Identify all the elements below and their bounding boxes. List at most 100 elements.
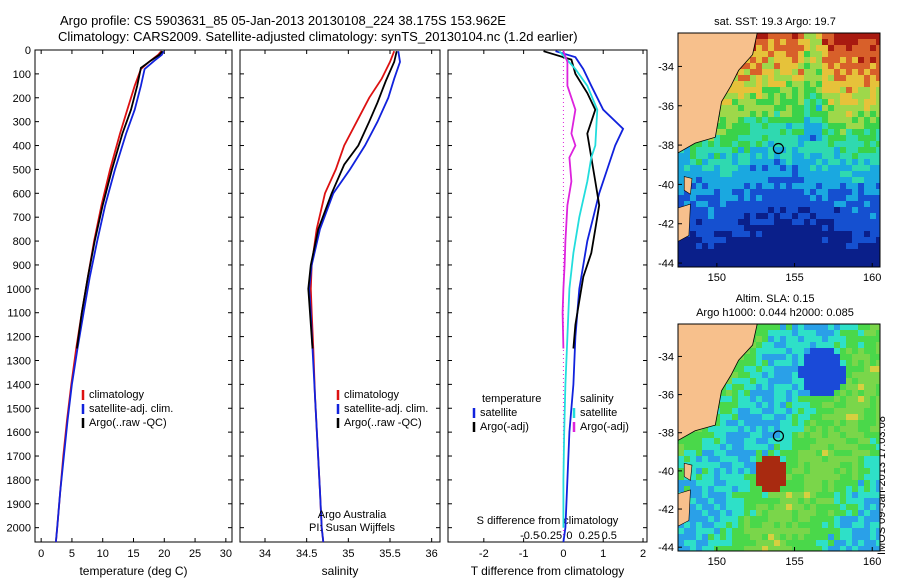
depth-tick-label: 1500 <box>7 403 31 415</box>
difference-axes-box <box>447 49 648 543</box>
map-xtick-label: 155 <box>785 272 803 284</box>
difference-series-magenta <box>561 50 577 349</box>
map-ytick-label: -42 <box>658 219 674 231</box>
sla-map-panel: -34 -36 -38 -40 -42 -44 150 155 160 <box>658 323 881 568</box>
argo-float-marker <box>772 430 785 442</box>
legend-label: Argo(-adj) <box>480 421 529 433</box>
depth-tick-label: 1100 <box>7 308 31 320</box>
depth-tick-label: 600 <box>13 188 31 200</box>
figure-title-line-2: Climatology: CARS2009. Satellite-adjuste… <box>58 29 578 44</box>
depth-tick-label: 1600 <box>7 427 31 439</box>
depth-tick-label: 200 <box>13 93 31 105</box>
annotation-line: Argo Australia <box>318 509 387 521</box>
depth-tick-label: 1200 <box>7 332 31 344</box>
salinity-xtick-label: 36 <box>426 548 438 560</box>
temperature-axes-box <box>34 49 233 543</box>
depth-tick-label: 400 <box>13 141 31 153</box>
difference-xtick-label: 0 <box>560 548 566 560</box>
salinity-series-blue <box>308 51 401 543</box>
temperature-xtick-label: 25 <box>189 548 201 560</box>
temperature-xtick-label: 30 <box>220 548 232 560</box>
salinity-xtick-label: 35.5 <box>379 548 400 560</box>
difference-xtick-label: 2 <box>640 548 646 560</box>
map-ytick-label: -44 <box>658 542 674 554</box>
temperature-xtick-label: 10 <box>97 548 109 560</box>
map-ytick-label: -42 <box>658 504 674 516</box>
depth-tick-label: 1000 <box>7 284 31 296</box>
annotation-line: PI: Susan Wijffels <box>309 522 395 534</box>
depth-tick-label: 1400 <box>7 379 31 391</box>
sla-map-frame <box>677 323 881 552</box>
legend-label: climatology <box>344 389 400 401</box>
legend-label: satellite <box>580 407 617 419</box>
sst-map-title: sat. SST: 19.3 Argo: 19.7 <box>714 16 836 28</box>
sst-map-panel: -34 -36 -38 -40 -42 -44 150 155 160 <box>658 32 881 284</box>
legend-label: satellite <box>480 407 517 419</box>
legend-label: satellite-adj. clim. <box>344 403 428 415</box>
depth-tick-label: 2000 <box>7 523 31 535</box>
tasmania <box>678 203 691 242</box>
difference-series-blue <box>555 50 625 543</box>
depth-tick-label: 1800 <box>7 475 31 487</box>
s-tick-label: -0.25 <box>537 530 562 542</box>
map-ytick-label: -40 <box>658 179 674 191</box>
salinity-xtick-label: 34.5 <box>296 548 317 560</box>
s-diff-label: S difference from climatology <box>477 515 619 527</box>
s-tick-label: 0.5 <box>602 530 617 542</box>
s-tick-label: -0.5 <box>520 530 539 542</box>
legend-header-temperature: temperature <box>482 393 541 405</box>
sla-map-field <box>678 324 880 551</box>
figure-title-line-1: Argo profile: CS 5903631_85 05-Jan-2013 … <box>60 13 506 28</box>
map-ytick-label: -36 <box>658 390 674 402</box>
difference-xtick-label: 1 <box>600 548 606 560</box>
temperature-xtick-label: 15 <box>127 548 139 560</box>
legend-label: satellite-adj. clim. <box>89 403 173 415</box>
s-tick-label: 0 <box>566 530 572 542</box>
depth-tick-label: 900 <box>13 260 31 272</box>
land-mass <box>678 324 758 441</box>
map-ytick-label: -38 <box>658 428 674 440</box>
difference-xtick-label: -2 <box>479 548 489 560</box>
temperature-series-blue <box>55 50 165 543</box>
sla-map-title-1: Altim. SLA: 0.15 <box>736 293 815 305</box>
argo-float-marker <box>772 142 785 155</box>
map-ytick-label: -38 <box>658 140 674 152</box>
map-xtick-label: 160 <box>863 556 881 568</box>
salinity-xtick-label: 35 <box>342 548 354 560</box>
tasmania <box>678 489 691 527</box>
map-ytick-label: -36 <box>658 101 674 113</box>
salinity-xtick-label: 34 <box>259 548 271 560</box>
map-xtick-label: 160 <box>863 272 881 284</box>
legend-header-salinity: salinity <box>580 393 614 405</box>
difference-xlabel: T difference from climatology <box>471 564 625 578</box>
salinity-panel: 34 34.5 35 35.5 36 salinity climatology satelli… <box>239 49 441 578</box>
depth-tick-label: 700 <box>13 212 31 224</box>
difference-xtick-label: -1 <box>519 548 529 560</box>
salinity-xlabel: salinity <box>322 564 359 578</box>
map-xtick-label: 150 <box>708 556 726 568</box>
temperature-panel: 0100200300400500600700800900100011001200… <box>7 45 233 578</box>
difference-series-cyan <box>558 50 599 528</box>
map-ytick-label: -34 <box>658 61 674 73</box>
temperature-xtick-label: 0 <box>38 548 44 560</box>
map-ytick-label: -40 <box>658 466 674 478</box>
legend-label: Argo(..raw -QC) <box>89 417 167 429</box>
legend-label: Argo(-adj) <box>580 421 629 433</box>
temperature-xtick-label: 5 <box>69 548 75 560</box>
depth-tick-label: 1700 <box>7 451 31 463</box>
temperature-series-black <box>76 50 164 349</box>
island <box>683 462 693 481</box>
difference-series-black <box>543 50 601 349</box>
salinity-series-black <box>307 50 398 349</box>
depth-tick-label: 1900 <box>7 499 31 511</box>
sst-map-field <box>678 33 880 267</box>
sst-map-frame <box>677 32 881 268</box>
map-ytick-label: -34 <box>658 351 674 363</box>
temperature-xlabel: temperature (deg C) <box>79 564 187 578</box>
map-ytick-label: -44 <box>658 258 674 270</box>
island <box>683 176 693 195</box>
depth-tick-label: 0 <box>25 45 31 57</box>
depth-tick-label: 100 <box>13 69 31 81</box>
depth-tick-label: 500 <box>13 164 31 176</box>
